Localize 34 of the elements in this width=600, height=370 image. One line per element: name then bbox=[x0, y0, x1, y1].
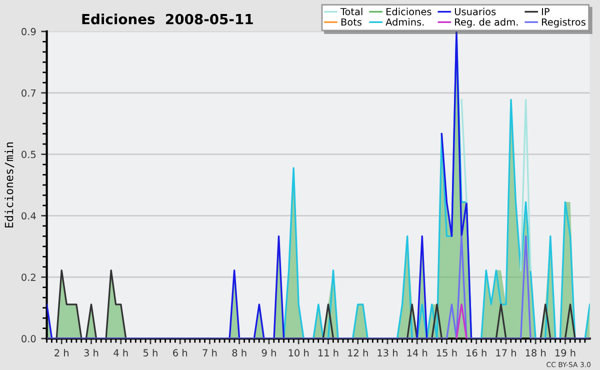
x-tick-label: 16 h bbox=[466, 348, 486, 356]
x-tick-label: 2 h bbox=[54, 348, 69, 356]
x-tick-label: 10 h bbox=[288, 348, 309, 356]
x-tick-label: 11 h bbox=[318, 348, 338, 356]
y-axis-title: Ediciones/min bbox=[4, 142, 14, 228]
x-tick-label: 7 h bbox=[202, 348, 217, 356]
x-tick-label: 12 h bbox=[348, 348, 368, 356]
legend-label: Ediciones bbox=[386, 8, 432, 16]
x-tick-label: 8 h bbox=[232, 348, 246, 356]
legend-label: Admins. bbox=[386, 18, 424, 26]
y-tick-label: 0.2 bbox=[22, 274, 36, 281]
x-tick-label: 19 h bbox=[555, 348, 576, 356]
y-tick-label: 0.9 bbox=[22, 28, 36, 36]
x-tick-label: 14 h bbox=[407, 348, 428, 356]
legend-label: Bots bbox=[341, 18, 362, 26]
x-tick-label: 4 h bbox=[114, 348, 128, 356]
legend-label: Usuarios bbox=[454, 8, 496, 16]
x-tick-label: 13 h bbox=[378, 348, 398, 356]
x-tick-label: 5 h bbox=[144, 348, 158, 356]
legend-label: Total bbox=[340, 8, 362, 16]
y-tick-label: 0.0 bbox=[22, 335, 36, 342]
legend-label: Reg. de adm. bbox=[455, 18, 518, 28]
x-tick-label: 9 h bbox=[262, 348, 276, 356]
chart-title: Ediciones 2008-05-11 bbox=[82, 14, 253, 24]
legend-label: IP bbox=[542, 8, 550, 16]
x-tick-label: 3 h bbox=[84, 348, 98, 356]
y-tick-label: 0.4 bbox=[22, 212, 36, 220]
x-tick-label: 17 h bbox=[496, 348, 516, 356]
x-tick-label: 15 h bbox=[436, 348, 457, 356]
y-tick-label: 0.5 bbox=[22, 150, 36, 158]
y-tick-label: 0.7 bbox=[22, 89, 36, 97]
x-tick-label: 6 h bbox=[173, 348, 187, 356]
legend-label: Registros bbox=[542, 18, 586, 28]
x-tick-label: 18 h bbox=[526, 348, 546, 356]
